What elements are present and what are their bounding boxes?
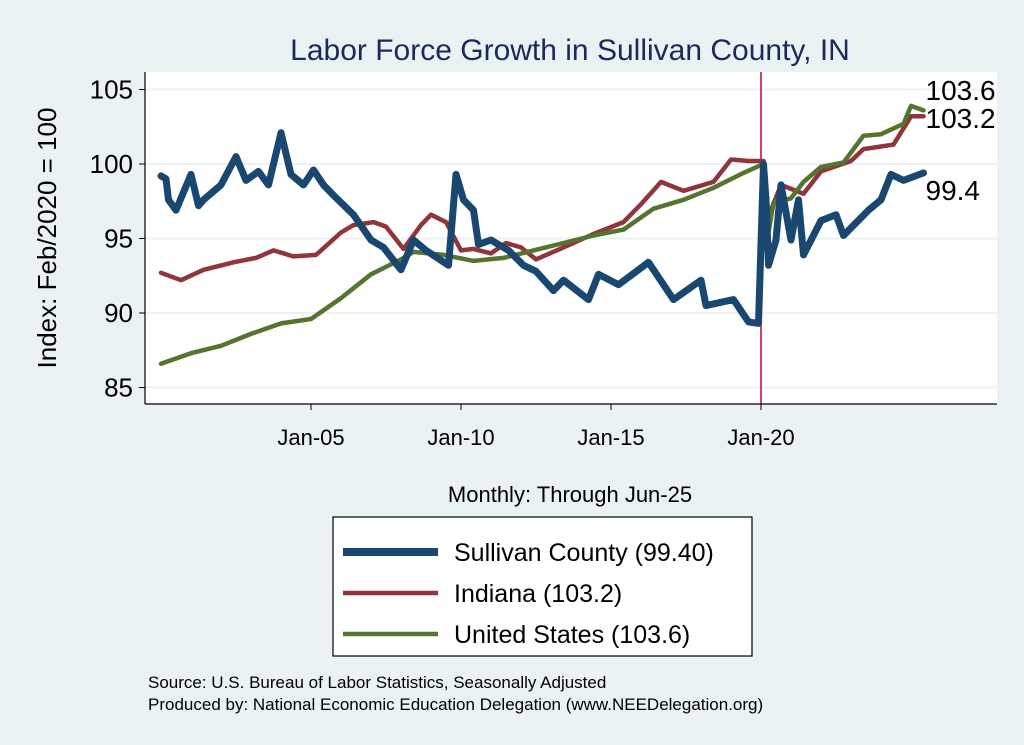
chart-title: Labor Force Growth in Sullivan County, I… bbox=[290, 34, 850, 67]
series-line-0 bbox=[157, 129, 927, 327]
legend-label: Sullivan County (99.40) bbox=[454, 539, 714, 567]
x-axis-label: Monthly: Through Jun-25 bbox=[448, 482, 692, 507]
series-lines bbox=[157, 103, 927, 366]
y-tick-label: 95 bbox=[104, 224, 133, 254]
produced-by-note: Produced by: National Economic Education… bbox=[148, 695, 763, 714]
y-tick-label: 90 bbox=[104, 298, 133, 328]
end-label: 103.6 bbox=[926, 75, 996, 106]
legend-label: United States (103.6) bbox=[454, 621, 690, 649]
legend-label: Indiana (103.2) bbox=[454, 580, 622, 608]
y-axis-label: Index: Feb/2020 = 100 bbox=[32, 108, 62, 369]
series-line-2 bbox=[158, 103, 926, 366]
x-tick-label: Jan-10 bbox=[427, 425, 494, 450]
legend-entries: Sullivan County (99.40) Indiana (103.2) Un… bbox=[343, 539, 714, 649]
y-tick-label: 100 bbox=[90, 149, 133, 179]
axis-ticks: 85 90 95 100 105 Jan-05 Jan-10 Jan-15 Jan-20 bbox=[90, 75, 795, 451]
end-label: 99.4 bbox=[926, 175, 981, 206]
end-label: 103.2 bbox=[926, 103, 996, 134]
series-line-1 bbox=[158, 114, 926, 283]
x-tick-label: Jan-15 bbox=[577, 425, 644, 450]
y-tick-label: 85 bbox=[104, 373, 133, 403]
source-note: Source: U.S. Bureau of Labor Statistics,… bbox=[148, 673, 606, 692]
x-tick-label: Jan-05 bbox=[277, 425, 344, 450]
y-tick-label: 105 bbox=[90, 75, 133, 105]
x-tick-label: Jan-20 bbox=[727, 425, 794, 450]
